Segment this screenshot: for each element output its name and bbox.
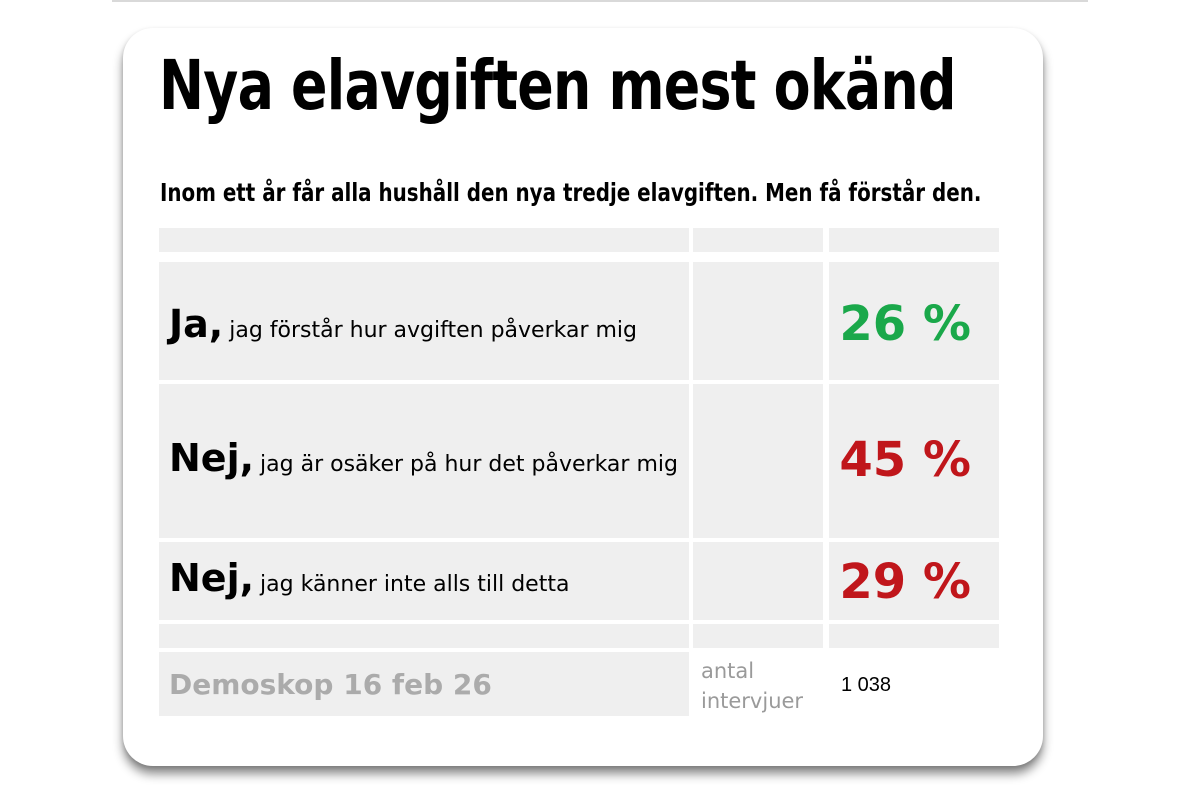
answer-cell: Ja, jag förstår hur avgiften påverkar mig — [159, 262, 689, 380]
value-cell: 26 % — [829, 262, 999, 380]
middle-cell — [693, 542, 823, 620]
value-cell: 29 % — [829, 542, 999, 620]
chart-title: Nya elavgiften mest okänd — [159, 46, 956, 126]
answer-lead: Ja, — [169, 302, 224, 346]
answer-lead: Nej, — [169, 556, 255, 600]
answer-text: Ja, jag förstår hur avgiften påverkar mig — [169, 302, 637, 346]
sample-label: antal intervjuer — [701, 659, 804, 713]
answer-lead: Nej, — [169, 436, 255, 480]
header-cell-answer — [159, 228, 689, 252]
answer-text: Nej, jag känner inte alls till detta — [169, 556, 569, 600]
answer-detail: jag är osäker på hur det påverkar mig — [260, 452, 678, 477]
source-cell: Demoskop 16 feb 26 — [159, 652, 689, 716]
table-header-row — [159, 228, 999, 252]
answer-text: Nej, jag är osäker på hur det påverkar mi… — [169, 436, 678, 480]
chart-card: Nya elavgiften mest okänd Inom ett år få… — [123, 28, 1043, 766]
sample-value-cell: 1 038 — [829, 652, 999, 716]
header-cell-middle — [693, 228, 823, 252]
percent-value: 45 % — [839, 432, 971, 488]
value-cell: 45 % — [829, 384, 999, 538]
table-row-1: Ja, jag förstår hur avgiften påverkar mig… — [159, 262, 999, 380]
percent-value: 29 % — [839, 554, 971, 610]
chart-subtitle: Inom ett år får alla hushåll den nya tre… — [160, 178, 982, 207]
percent-value: 26 % — [839, 296, 971, 352]
middle-cell — [693, 384, 823, 538]
spacer-cell — [693, 624, 823, 648]
spacer-cell — [829, 624, 999, 648]
table-spacer-row — [159, 624, 999, 648]
answer-detail: jag förstår hur avgiften påverkar mig — [229, 318, 638, 343]
source-label: Demoskop 16 feb 26 — [169, 668, 492, 701]
spacer-cell — [159, 624, 689, 648]
sample-label-cell: antal intervjuer — [693, 652, 823, 716]
table-footer-row: Demoskop 16 feb 26 antal intervjuer 1 03… — [159, 652, 999, 716]
answer-cell: Nej, jag känner inte alls till detta — [159, 542, 689, 620]
middle-cell — [693, 262, 823, 380]
table-row-2: Nej, jag är osäker på hur det påverkar mi… — [159, 384, 999, 538]
top-divider — [112, 0, 1088, 2]
answer-cell: Nej, jag är osäker på hur det påverkar mi… — [159, 384, 689, 538]
sample-value: 1 038 — [841, 674, 892, 696]
table-row-3: Nej, jag känner inte alls till detta 29 % — [159, 542, 999, 620]
header-cell-value — [829, 228, 999, 252]
answer-detail: jag känner inte alls till detta — [260, 572, 570, 597]
